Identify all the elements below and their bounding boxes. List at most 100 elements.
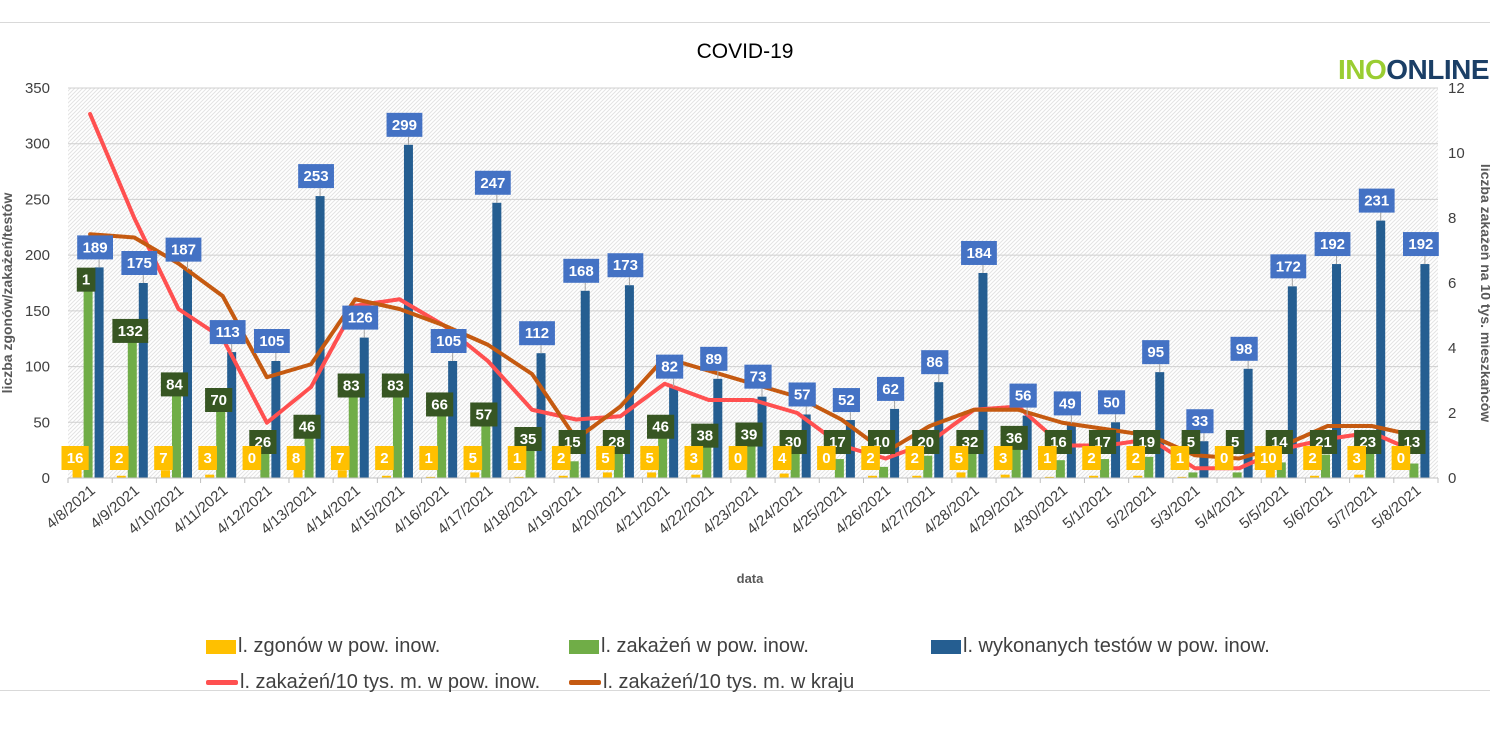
bar (1199, 441, 1209, 478)
data-label: 172 (1276, 258, 1301, 275)
legend-item-rate-country: l. zakażeń/10 tys. m. w kraju (569, 671, 854, 694)
bar (1232, 472, 1242, 478)
data-label-box (381, 373, 410, 398)
bar (790, 444, 800, 478)
bar (94, 267, 104, 478)
y-tick-label: 0 (42, 470, 50, 487)
data-label: 5 (601, 450, 609, 467)
y2-tick-label: 0 (1448, 470, 1456, 487)
brand-logo: INOONLINE (1338, 54, 1490, 86)
bar (647, 472, 657, 478)
bar (359, 337, 369, 478)
data-label: 8 (292, 450, 300, 467)
data-label-box (551, 446, 571, 470)
data-label: 168 (569, 263, 594, 280)
x-tick-label: 5/8/2021 (1369, 482, 1425, 533)
x-tick-label: 5/5/2021 (1236, 482, 1292, 533)
bar (127, 330, 137, 478)
data-label-box (61, 446, 89, 470)
bar (160, 470, 170, 478)
data-label-box (165, 237, 202, 262)
bar (569, 461, 579, 478)
bar (691, 474, 701, 478)
series-line (88, 112, 1418, 471)
data-label-box (112, 318, 149, 343)
bar (138, 283, 148, 478)
brand-logo-part1: INO (1338, 54, 1387, 85)
data-label: 173 (613, 257, 638, 274)
data-label-box (1082, 446, 1101, 470)
data-label: 95 (1147, 344, 1164, 361)
bar (1332, 264, 1342, 478)
bar (514, 476, 524, 478)
data-label: 49 (1059, 395, 1076, 412)
legend-item-tests: l. wykonanych testów w pow. inow. (931, 635, 1270, 658)
data-label: 105 (436, 333, 461, 350)
data-label-box (640, 446, 659, 470)
legend-item-infections: l. zakażeń w pow. inow. (569, 635, 809, 658)
legend-swatch-deaths (206, 639, 236, 654)
y2-tick-label: 10 (1448, 145, 1465, 162)
bar (492, 202, 502, 478)
data-label: 73 (750, 369, 767, 386)
legend-label-deaths: l. zgonów w pow. inow. (238, 635, 441, 657)
data-label: 36 (1006, 430, 1023, 447)
legend-swatch-tests (931, 639, 961, 654)
y2-tick-label: 4 (1448, 340, 1456, 357)
bar (1011, 437, 1021, 478)
data-label-box (691, 423, 719, 448)
bar (1055, 460, 1065, 478)
bar (779, 473, 789, 478)
bar (525, 439, 535, 478)
bar (1133, 475, 1143, 478)
data-label-box (507, 446, 527, 470)
data-label-box (209, 320, 246, 345)
data-label-box (386, 112, 423, 137)
data-label: 2 (911, 450, 919, 467)
bar (426, 476, 436, 478)
brand-logo-part2: ONLINE (1386, 54, 1490, 85)
data-label-box (563, 258, 600, 283)
data-label-box (293, 414, 321, 439)
bar (315, 196, 325, 479)
data-label: 83 (387, 378, 404, 395)
data-label-box (342, 305, 379, 330)
bar (967, 442, 977, 478)
bar (658, 426, 668, 478)
data-label: 2 (380, 450, 388, 467)
data-label: 57 (794, 386, 811, 403)
data-label: 189 (83, 239, 108, 256)
bar (1144, 456, 1154, 478)
x-tick-label: 5/4/2021 (1192, 482, 1248, 533)
data-label: 1 (1043, 450, 1051, 467)
x-tick-label: 5/6/2021 (1280, 482, 1336, 533)
data-label: 2 (1308, 450, 1316, 467)
data-label: 7 (336, 450, 344, 467)
bar (348, 385, 358, 478)
data-label-box (430, 329, 467, 353)
data-label: 2 (557, 450, 565, 467)
data-label-box (772, 446, 792, 470)
data-label-box (684, 446, 704, 470)
data-label-box (1053, 391, 1081, 416)
data-label-box (77, 235, 113, 260)
data-label: 33 (1192, 413, 1209, 430)
data-label-box (993, 446, 1013, 470)
y2-tick-label: 12 (1448, 80, 1465, 97)
bar (1354, 474, 1364, 478)
data-label-box (861, 446, 880, 470)
data-label-box (1009, 383, 1037, 408)
bar (1100, 459, 1110, 478)
data-label: 5 (645, 450, 653, 467)
data-label-box (788, 382, 816, 407)
y2-axis-title: liczba zakażeń na 10 tys. mieszkańców (1478, 164, 1490, 422)
data-label: 5 (1231, 434, 1239, 451)
data-label-box (1403, 232, 1439, 257)
data-label: 3 (690, 450, 698, 467)
bar (978, 272, 988, 478)
data-label: 126 (348, 310, 373, 327)
data-label-box (949, 446, 969, 470)
data-label-box (242, 446, 262, 470)
data-label-box (744, 364, 772, 389)
legend-item-deaths: l. zgonów w pow. inow. (206, 635, 440, 658)
